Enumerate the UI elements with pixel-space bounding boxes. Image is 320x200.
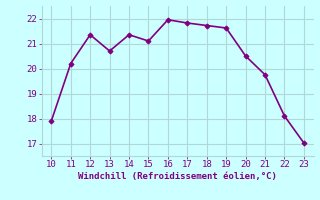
X-axis label: Windchill (Refroidissement éolien,°C): Windchill (Refroidissement éolien,°C): [78, 172, 277, 181]
